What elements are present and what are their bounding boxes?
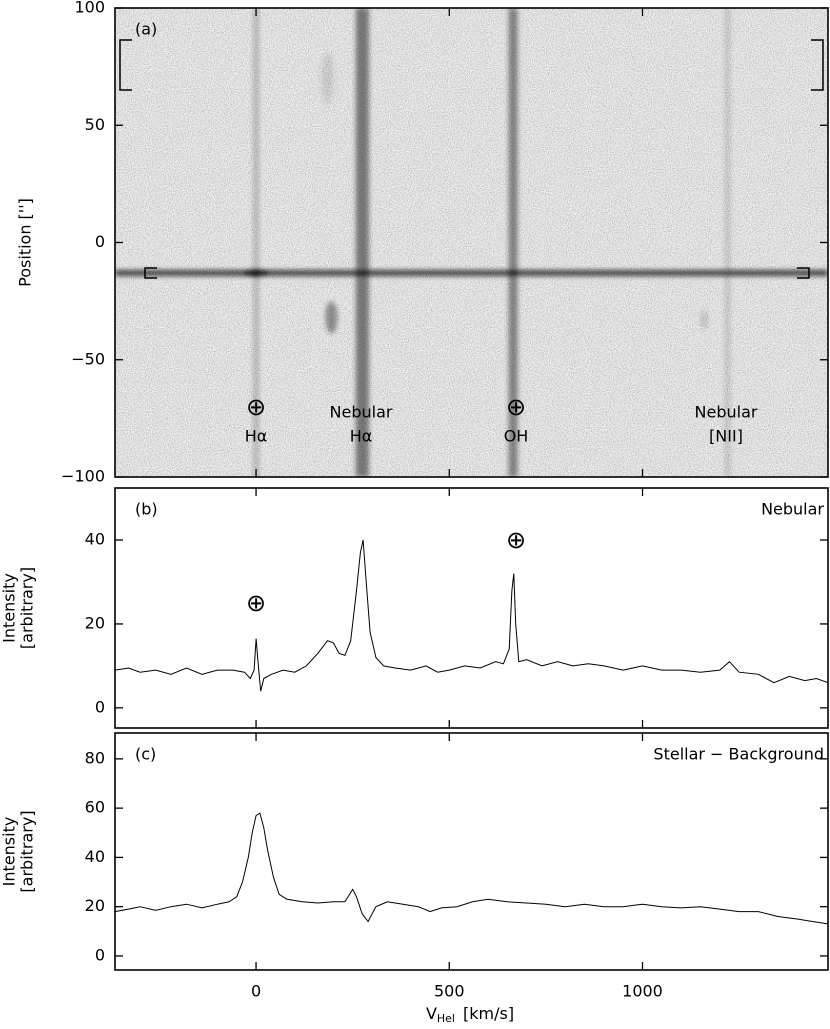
spectrum-image <box>115 8 828 477</box>
panel-label: (a) <box>135 20 157 39</box>
y-tick-label: 20 <box>85 896 105 915</box>
y-tick-label: 20 <box>85 613 105 632</box>
slit-bracket <box>797 267 810 279</box>
annotation: Hα <box>350 427 373 446</box>
y-tick-label: 100 <box>74 0 105 17</box>
annotation: ⊕ <box>246 589 266 617</box>
spectrum-line <box>114 539 829 692</box>
annotation: Nebular <box>330 403 393 422</box>
image-noise <box>115 8 828 477</box>
panel-frame <box>114 487 829 729</box>
y-axis-label: Intensity <box>0 573 19 643</box>
emission-line-band <box>724 8 731 477</box>
y-tick-label: 80 <box>85 748 105 767</box>
nebular-knot <box>325 301 338 334</box>
annotation: [NII] <box>709 427 743 446</box>
panel-frame <box>114 732 829 971</box>
slit-bracket <box>144 267 157 279</box>
stellar-continuum-band <box>115 269 828 276</box>
panel-label: (c) <box>135 745 156 764</box>
y-axis-label: Intensity <box>0 817 19 887</box>
annotation: ⊕ <box>246 393 266 421</box>
panel-title: Stellar − Background <box>653 745 824 764</box>
annotation: Hα <box>245 427 268 446</box>
x-axis-label-main: V <box>426 1004 437 1023</box>
stellar-halpha-blob <box>244 268 269 277</box>
emission-bands <box>115 8 828 477</box>
y-tick-label: −100 <box>61 467 105 486</box>
x-tick-label: 0 <box>251 982 261 1001</box>
y-tick-label: 40 <box>85 847 105 866</box>
y-axis-label: [arbitrary] <box>18 810 37 892</box>
annotation: OH <box>504 427 529 446</box>
x-axis-label-unit: [km/s] <box>463 1004 514 1023</box>
x-tick-label: 1000 <box>622 982 663 1001</box>
spectrum-line <box>114 812 829 925</box>
nebular-knot <box>701 310 708 329</box>
y-tick-label: −50 <box>71 349 105 368</box>
panel-label: (b) <box>135 500 158 519</box>
y-tick-label: 0 <box>95 945 105 964</box>
slit-bracket <box>811 39 824 91</box>
annotation: Nebular <box>695 403 758 422</box>
emission-line-band <box>355 8 369 477</box>
annotation: ⊕ <box>506 526 526 554</box>
y-tick-label: 50 <box>85 115 105 134</box>
panel-title: Nebular <box>761 500 824 519</box>
y-tick-label: 60 <box>85 798 105 817</box>
x-tick-label: 500 <box>434 982 465 1001</box>
emission-line-band <box>508 8 518 477</box>
x-axis-label: VHel [km/s] <box>426 1004 514 1026</box>
y-axis-label: [arbitrary] <box>18 567 37 649</box>
annotation: ⊕ <box>506 393 526 421</box>
y-tick-label: 0 <box>95 232 105 251</box>
y-tick-label: 40 <box>85 530 105 549</box>
x-axis-label-sub: Hel <box>437 1012 455 1025</box>
slit-bracket <box>119 39 132 91</box>
y-axis-label: Position [''] <box>16 198 35 287</box>
emission-line-band <box>253 8 259 477</box>
y-tick-label: 0 <box>95 697 105 716</box>
nebular-knot <box>321 53 334 104</box>
